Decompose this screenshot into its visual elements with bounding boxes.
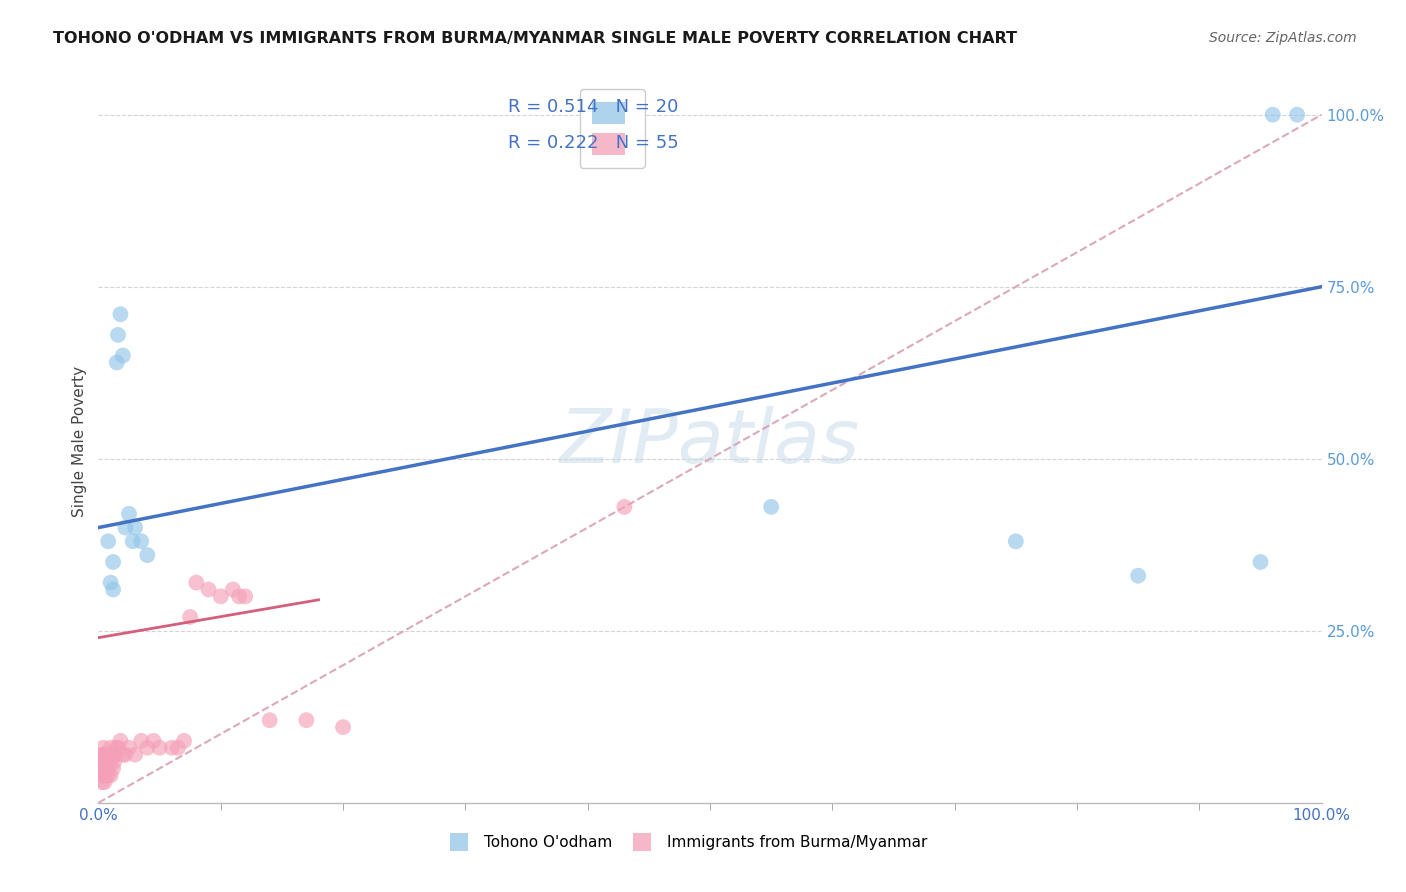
- Point: [103, 755, 125, 769]
- Point: [233, 590, 256, 604]
- Text: TOHONO O'ODHAM VS IMMIGRANTS FROM BURMA/MYANMAR SINGLE MALE POVERTY CORRELATION : TOHONO O'ODHAM VS IMMIGRANTS FROM BURMA/…: [53, 31, 1018, 46]
- Point: [1128, 568, 1150, 582]
- Point: [93, 755, 115, 769]
- Point: [186, 575, 208, 590]
- Point: [91, 761, 114, 775]
- Point: [110, 307, 132, 321]
- Text: Source: ZipAtlas.com: Source: ZipAtlas.com: [1209, 31, 1357, 45]
- Point: [91, 775, 114, 789]
- Text: ZIPatlas: ZIPatlas: [560, 406, 860, 477]
- Point: [101, 582, 124, 597]
- Point: [111, 747, 134, 762]
- Point: [107, 327, 129, 342]
- Point: [129, 534, 152, 549]
- Point: [259, 713, 281, 727]
- Point: [1004, 534, 1026, 549]
- Text: R = 0.514   N = 20: R = 0.514 N = 20: [508, 98, 679, 116]
- Y-axis label: Single Male Poverty: Single Male Poverty: [72, 366, 87, 517]
- Point: [97, 768, 120, 782]
- Point: [160, 740, 183, 755]
- Point: [124, 520, 146, 534]
- Point: [228, 590, 250, 604]
- Text: R = 0.222   N = 55: R = 0.222 N = 55: [508, 134, 679, 153]
- Point: [101, 555, 124, 569]
- Point: [197, 582, 219, 597]
- Point: [97, 747, 120, 762]
- Point: [173, 734, 195, 748]
- Point: [1286, 108, 1309, 122]
- Point: [105, 355, 128, 369]
- Point: [104, 747, 127, 762]
- Point: [91, 768, 114, 782]
- Point: [97, 761, 120, 775]
- Point: [93, 775, 115, 789]
- Point: [295, 713, 318, 727]
- Point: [100, 755, 122, 769]
- Point: [91, 740, 114, 755]
- Point: [136, 548, 159, 562]
- Legend: Tohono O'odham, Immigrants from Burma/Myanmar: Tohono O'odham, Immigrants from Burma/My…: [437, 830, 934, 856]
- Point: [167, 740, 190, 755]
- Point: [91, 768, 114, 782]
- Point: [149, 740, 172, 755]
- Point: [96, 747, 118, 762]
- Point: [111, 349, 134, 363]
- Point: [97, 534, 120, 549]
- Point: [96, 761, 118, 775]
- Point: [94, 747, 117, 762]
- Point: [114, 747, 136, 762]
- Point: [613, 500, 636, 514]
- Point: [332, 720, 354, 734]
- Point: [105, 740, 128, 755]
- Point: [100, 768, 122, 782]
- Point: [94, 768, 117, 782]
- Point: [100, 575, 122, 590]
- Point: [209, 590, 232, 604]
- Point: [91, 755, 114, 769]
- Point: [129, 734, 152, 748]
- Point: [101, 761, 124, 775]
- Point: [121, 534, 143, 549]
- Point: [94, 755, 117, 769]
- Point: [100, 740, 122, 755]
- Point: [101, 747, 124, 762]
- Point: [142, 734, 165, 748]
- Point: [91, 747, 114, 762]
- Point: [124, 747, 146, 762]
- Point: [118, 740, 141, 755]
- Point: [179, 610, 201, 624]
- Point: [91, 768, 114, 782]
- Point: [222, 582, 245, 597]
- Point: [118, 507, 141, 521]
- Point: [93, 761, 115, 775]
- Point: [91, 747, 114, 762]
- Point: [91, 755, 114, 769]
- Point: [761, 500, 783, 514]
- Point: [1261, 108, 1284, 122]
- Point: [136, 740, 159, 755]
- Point: [110, 734, 132, 748]
- Point: [91, 761, 114, 775]
- Point: [93, 768, 115, 782]
- Point: [107, 740, 129, 755]
- Point: [114, 520, 136, 534]
- Point: [1249, 555, 1271, 569]
